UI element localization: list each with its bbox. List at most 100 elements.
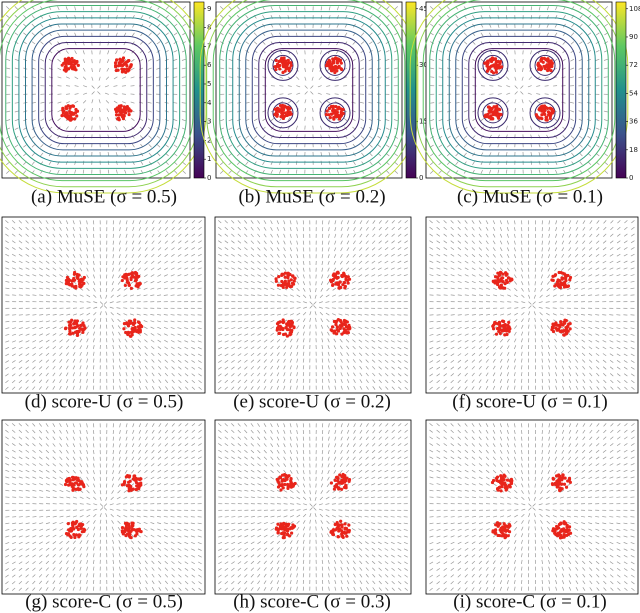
quiver-arrow [328,372,330,377]
sample-point [540,104,545,108]
plot-area [1,216,206,394]
quiver-arrow [530,169,533,174]
quiver-arrow [5,274,10,277]
quiver-arrow [321,233,324,238]
quiver-arrow [184,267,189,270]
quiver-arrow [132,6,135,11]
quiver-arrow [97,85,101,89]
quiver-arrow [438,76,443,78]
quiver-arrow [224,333,229,336]
quiver-arrow [485,365,489,370]
quiver-arrow [257,339,261,343]
contour-line [31,29,161,151]
quiver-arrow [340,352,343,356]
quiver-arrow [86,312,91,316]
quiver-arrow [150,287,155,290]
sample-point [114,63,118,68]
quiver-arrow [158,220,162,224]
quiver-arrow [164,372,169,377]
quiver-arrow [32,253,36,257]
quiver-arrow [116,6,118,11]
sample-point [500,319,505,323]
quiver-arrow [404,373,408,377]
quiver-arrow [198,233,202,237]
quiver-arrow [352,254,356,258]
quiver-arrow [45,220,49,224]
quiver-arrow [397,233,402,237]
quiver-arrow [450,366,455,370]
quiver-arrow [177,327,182,330]
quiver-arrow [57,118,61,122]
sample-point [73,117,77,121]
quiver-arrow [65,358,69,363]
quiver-arrow [485,267,490,271]
quiver-arrow [263,359,267,363]
quiver-arrow [57,135,61,139]
quiver-arrow [182,144,186,148]
sample-point [331,277,335,282]
quiver-arrow [587,161,592,166]
quiver-arrow [163,287,168,290]
quiver-arrow [359,240,363,245]
quiver-arrow [485,294,491,297]
quiver-arrow [296,358,299,363]
quiver-arrow [119,227,121,232]
quiver-arrow [218,267,223,270]
quiver-arrow [506,92,511,95]
quiver-arrow [171,353,175,357]
quiver-arrow [463,76,469,79]
quiver-arrow [45,294,50,296]
quiver-arrow [32,267,37,270]
quiver-arrow [82,116,86,121]
quiver-arrow [327,345,330,350]
quiver-arrow [270,385,273,390]
quiver-arrow [245,135,249,139]
quiver-arrow [119,372,121,377]
contour-line [324,102,346,124]
quiver-arrow [369,32,373,36]
quiver-arrow [283,338,287,343]
colorbar-tick-label: 9 [207,5,211,13]
quiver-arrow [289,372,292,377]
quiver-arrow [377,14,382,19]
quiver-arrow [45,280,50,284]
sample-point [561,276,565,280]
quiver-arrow [450,267,455,270]
quiver-arrow [151,233,155,238]
quiver-arrow [497,6,500,11]
quiver-arrow [6,136,10,139]
quiver-arrow [394,32,398,36]
quiver-arrow [93,306,98,309]
quiver-arrow [296,312,301,316]
quiver-arrow [302,260,305,265]
quiver-arrow [177,294,182,296]
quiver-arrow [530,152,533,157]
quiver-arrow [5,240,9,244]
quiver-arrow [457,333,462,336]
quiver-arrow [245,152,249,157]
quiver-arrow [287,169,290,174]
sample-point [288,66,292,70]
quiver-arrow [485,320,490,323]
quiver-arrow [377,333,382,336]
quiver-arrow [59,226,62,231]
quiver-arrow [397,333,402,336]
quiver-arrow [197,340,202,343]
quiver-arrow [279,93,284,95]
quiver-arrow [123,32,127,37]
quiver-arrow [5,386,9,390]
quiver-arrow [311,99,314,104]
quiver-arrow [116,307,121,309]
quiver-arrow [520,91,524,95]
sample-point [507,326,511,331]
quiver-arrow [403,320,408,323]
quiver-arrow [163,320,168,323]
quiver-arrow [336,6,339,11]
quiver-arrow [390,340,395,343]
quiver-arrow [443,280,448,283]
quiver-arrow [224,360,229,363]
quiver-arrow [397,260,402,264]
quiver-arrow [443,233,448,237]
quiver-arrow [296,385,298,390]
quiver-arrow [244,386,248,390]
